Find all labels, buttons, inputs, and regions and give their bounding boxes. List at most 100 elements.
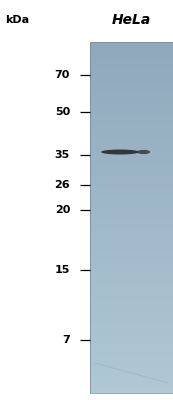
Bar [90, 320, 173, 323]
Bar [90, 49, 173, 52]
Text: 50: 50 [55, 107, 70, 117]
Bar [90, 182, 173, 185]
Bar [90, 391, 173, 394]
Bar [90, 346, 173, 349]
Bar [90, 232, 173, 234]
Bar [90, 304, 173, 307]
Bar [90, 117, 173, 120]
Bar [90, 133, 173, 136]
Bar [90, 386, 173, 389]
Bar [90, 196, 173, 199]
Bar [90, 285, 173, 288]
Bar [90, 105, 173, 108]
Bar [90, 283, 173, 286]
Bar [90, 206, 173, 209]
Bar [90, 131, 173, 134]
Bar [90, 299, 173, 302]
Text: 7: 7 [62, 335, 70, 345]
Text: 26: 26 [54, 180, 70, 190]
Bar [90, 323, 173, 326]
Bar [90, 342, 173, 344]
Bar [90, 353, 173, 356]
Bar [90, 58, 173, 61]
Bar [90, 278, 173, 281]
Bar [90, 281, 173, 284]
Bar [90, 337, 173, 340]
Bar [90, 136, 173, 138]
Bar [90, 374, 173, 377]
Bar [90, 379, 173, 382]
Bar [90, 61, 173, 64]
Bar [90, 269, 173, 272]
Bar [90, 147, 173, 150]
Bar [90, 224, 173, 227]
Bar [90, 367, 173, 370]
Bar [90, 150, 173, 152]
Bar [90, 227, 173, 230]
Ellipse shape [137, 150, 150, 154]
Bar [90, 241, 173, 244]
Bar [90, 82, 173, 85]
Bar [90, 356, 173, 358]
Bar [90, 68, 173, 70]
Bar [90, 192, 173, 195]
Text: 20: 20 [55, 205, 70, 215]
Bar [90, 348, 173, 351]
Bar [90, 187, 173, 190]
Bar [90, 236, 173, 239]
Text: 70: 70 [55, 70, 70, 80]
Bar [90, 370, 173, 372]
Bar [90, 84, 173, 87]
Bar [90, 44, 173, 47]
Bar [90, 218, 173, 220]
Bar [90, 122, 173, 124]
Text: kDa: kDa [5, 15, 29, 25]
Bar [90, 138, 173, 141]
Bar [90, 288, 173, 290]
Bar [90, 65, 173, 68]
Bar [90, 290, 173, 293]
Bar [90, 98, 173, 101]
Bar [90, 124, 173, 127]
Bar [90, 257, 173, 260]
Bar [90, 185, 173, 188]
Bar [90, 89, 173, 92]
Bar [90, 91, 173, 94]
Bar [90, 173, 173, 176]
Bar [90, 351, 173, 354]
Bar [90, 381, 173, 384]
Bar [90, 180, 173, 183]
Bar [90, 316, 173, 319]
Bar [90, 377, 173, 380]
Bar [90, 166, 173, 169]
Bar [90, 171, 173, 174]
Bar [90, 250, 173, 253]
Bar [90, 238, 173, 242]
Bar [90, 274, 173, 276]
Bar [90, 215, 173, 218]
Bar [90, 222, 173, 225]
Bar [90, 204, 173, 206]
Bar [90, 262, 173, 265]
Text: 15: 15 [55, 265, 70, 275]
Bar [90, 213, 173, 216]
Bar [90, 388, 173, 391]
Bar [90, 175, 173, 178]
Bar [90, 362, 173, 366]
Bar [90, 314, 173, 316]
Bar [90, 143, 173, 146]
Bar [90, 70, 173, 73]
Bar [90, 152, 173, 155]
Bar [90, 325, 173, 328]
Bar [90, 119, 173, 122]
Bar [90, 306, 173, 309]
Bar [90, 190, 173, 192]
Bar [90, 276, 173, 279]
Bar [90, 157, 173, 160]
Bar [90, 161, 173, 164]
Bar [90, 178, 173, 180]
Bar [90, 302, 173, 304]
Bar [90, 339, 173, 342]
Bar [90, 365, 173, 368]
Bar [90, 372, 173, 375]
